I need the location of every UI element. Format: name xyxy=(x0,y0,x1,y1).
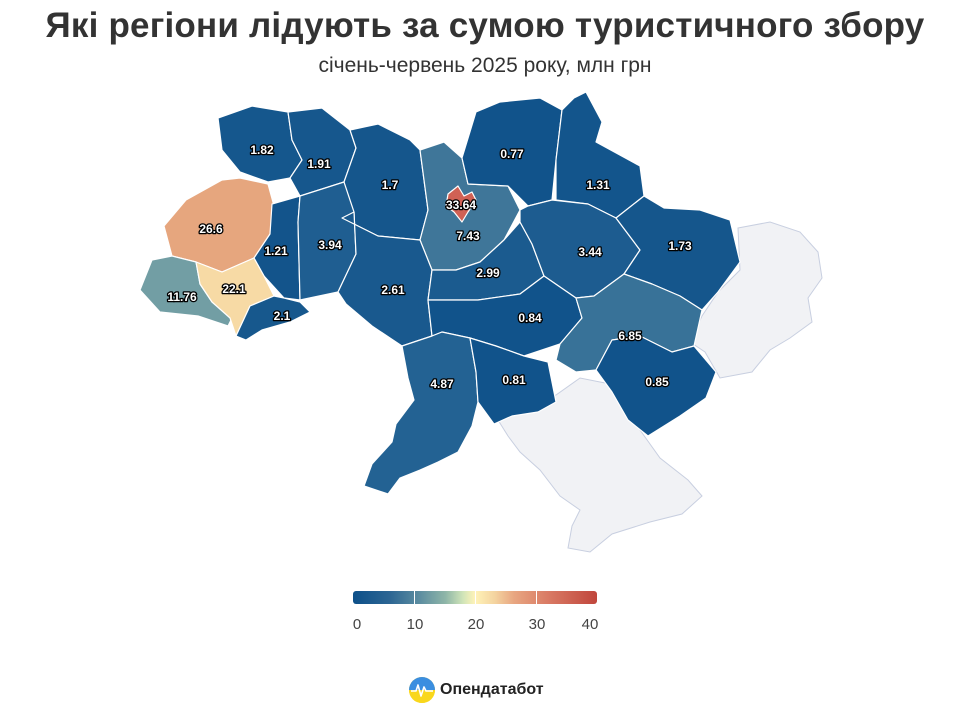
occupied-territories xyxy=(497,221,823,553)
luhansk-region-no-data xyxy=(689,221,823,379)
label-kirovohrad: 0.84 xyxy=(518,311,542,325)
label-lviv: 26.6 xyxy=(199,222,223,236)
legend-tick-label: 30 xyxy=(528,616,546,633)
label-volyn: 1.82 xyxy=(250,143,274,157)
label-kyiv-city: 33.64 xyxy=(446,198,476,212)
region-zaporizhzhia xyxy=(595,335,717,437)
legend-tick-label: 0 xyxy=(352,616,362,633)
brand-footer: Опендатабот xyxy=(408,675,544,705)
legend-tick-label: 40 xyxy=(581,616,599,633)
region-chernivtsi xyxy=(235,295,311,341)
color-scale-legend: 0 10 20 30 40 xyxy=(352,591,599,633)
legend-divider xyxy=(414,591,415,604)
label-zakarpattia: 11.76 xyxy=(167,290,197,304)
label-odesa: 4.87 xyxy=(430,377,454,391)
value-labels: 1.82 1.91 1.7 7.43 33.64 0.77 1.31 26.6 … xyxy=(166,142,693,393)
label-rivne: 1.91 xyxy=(307,157,331,171)
label-mykolaiv: 0.81 xyxy=(502,373,526,387)
legend-divider xyxy=(536,591,537,604)
map-title: Які регіони лідують за сумою туристичног… xyxy=(45,6,925,45)
label-dnipropetrovsk: 6.85 xyxy=(618,329,642,343)
regions xyxy=(139,91,741,495)
label-cherkasy: 2.99 xyxy=(476,266,500,280)
legend-tick-label: 10 xyxy=(406,616,424,633)
map-subtitle: січень-червень 2025 року, млн грн xyxy=(318,54,652,77)
label-kyiv-oblast: 7.43 xyxy=(456,229,480,243)
region-kyiv-city xyxy=(445,185,477,223)
legend-tick-label: 20 xyxy=(467,616,485,633)
brand-name: Опендатабот xyxy=(440,681,544,698)
label-khmelnytskyi: 3.94 xyxy=(318,238,342,252)
opendatabot-logo-icon xyxy=(409,677,435,703)
label-chernivtsi: 2.1 xyxy=(274,309,291,323)
region-odesa xyxy=(363,331,479,495)
label-zaporizhzhia: 0.85 xyxy=(645,375,669,389)
label-ivano-frankivsk: 22.1 xyxy=(222,282,246,296)
label-zhytomyr: 1.7 xyxy=(382,178,399,192)
label-poltava: 3.44 xyxy=(578,245,602,259)
legend-divider xyxy=(475,591,476,604)
label-chernihiv: 0.77 xyxy=(500,147,524,161)
label-vinnytsia: 2.61 xyxy=(381,283,405,297)
label-ternopil: 1.21 xyxy=(264,244,288,258)
crimea-no-data xyxy=(497,377,703,553)
region-sumy xyxy=(555,91,645,219)
region-mykolaiv xyxy=(469,337,557,425)
label-kharkiv: 1.73 xyxy=(668,239,692,253)
label-sumy: 1.31 xyxy=(586,178,610,192)
